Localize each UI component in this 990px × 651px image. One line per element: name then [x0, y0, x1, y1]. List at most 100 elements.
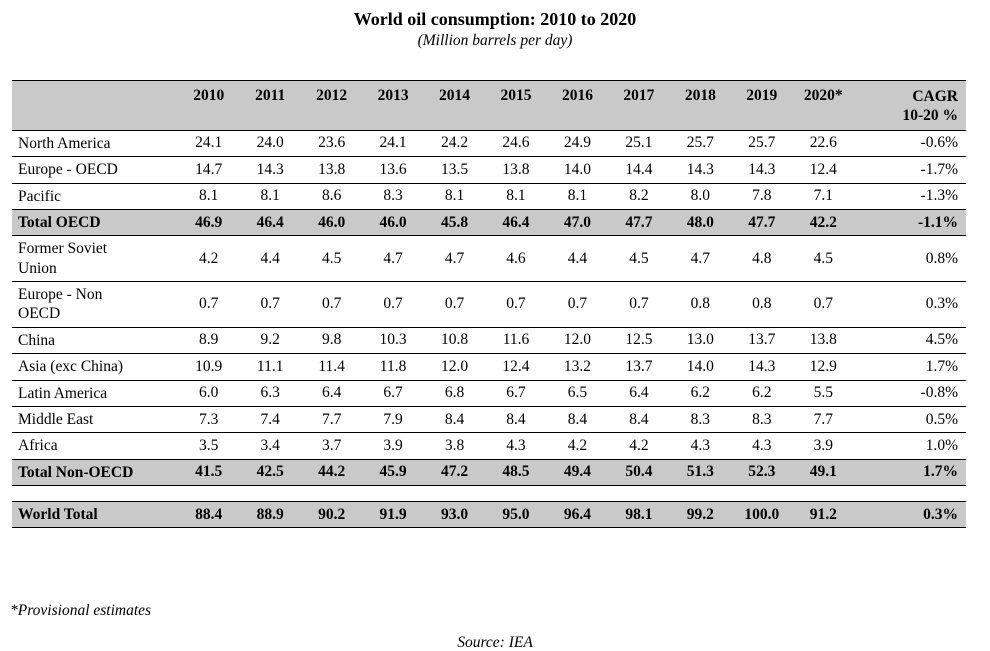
table-row: Europe - Non OECD 0.7 0.7 0.7 0.7 0.7 0.7 0.7 0.…: [12, 281, 966, 328]
table-header: 2010 2011 2012 2013 2014 2015 2016 2017 2018 2019…: [12, 80, 966, 131]
value-cell: 51.3: [669, 459, 732, 487]
value-cell: 49.4: [546, 459, 609, 487]
value-cell: 4.7: [423, 235, 486, 282]
value-cell: 23.6: [300, 130, 363, 158]
table-row: China 8.9 9.2 9.8 10.3 10.8 11.6 12.0 12.5 13.0 13…: [12, 327, 966, 355]
value-cell: 42.5: [239, 459, 301, 487]
value-cell: 3.8: [423, 432, 486, 460]
year-column-header: 2010: [178, 80, 240, 131]
value-cell: 7.7: [792, 406, 854, 434]
row-label: Former Soviet Union: [12, 235, 178, 282]
value-cell: 3.4: [239, 432, 301, 460]
value-cell: 13.7: [731, 327, 793, 355]
value-cell: 9.8: [300, 327, 363, 355]
table-row: Total OECD 46.9 46.4 46.0 46.0 45.8 46.4 47.0 47…: [12, 209, 966, 237]
value-cell: 8.1: [423, 183, 486, 210]
cagr-cell: 1.7%: [854, 353, 966, 381]
value-cell: 46.4: [239, 209, 301, 237]
value-cell: 95.0: [485, 500, 547, 529]
value-cell: 44.2: [300, 459, 363, 487]
value-cell: 10.3: [362, 327, 424, 355]
value-cell: 24.9: [546, 130, 609, 158]
value-cell: 0.7: [485, 281, 547, 328]
value-cell: 8.9: [178, 327, 240, 355]
value-cell: 4.8: [731, 235, 793, 282]
value-cell: 14.3: [731, 156, 793, 184]
table-row: World Total 88.4 88.9 90.2 91.9 93.0 95.0 96.4 9…: [12, 500, 966, 529]
value-cell: 6.5: [546, 380, 609, 407]
value-cell: 90.2: [300, 500, 363, 529]
oil-consumption-table: 2010 2011 2012 2013 2014 2015 2016 2017 2018 2019…: [12, 80, 966, 529]
value-cell: 0.7: [546, 281, 609, 328]
row-label: Middle East: [12, 406, 178, 434]
corner-header: [12, 80, 178, 131]
value-cell: 46.9: [178, 209, 240, 237]
value-cell: 12.4: [485, 353, 547, 381]
row-label: China: [12, 327, 178, 355]
value-cell: 12.0: [546, 327, 609, 355]
value-cell: 45.8: [423, 209, 486, 237]
table-row: Former Soviet Union 4.2 4.4 4.5 4.7 4.7 4.6 4.4…: [12, 235, 966, 282]
value-cell: 4.3: [485, 432, 547, 460]
value-cell: 47.0: [546, 209, 609, 237]
cagr-header-line: CAGR: [912, 88, 958, 105]
value-cell: 10.9: [178, 353, 240, 381]
year-column-header: 2014: [423, 80, 486, 131]
value-cell: 0.7: [792, 281, 854, 328]
value-cell: 14.4: [608, 156, 670, 184]
value-cell: 11.4: [300, 353, 363, 381]
value-cell: 46.0: [362, 209, 424, 237]
value-cell: 4.7: [669, 235, 732, 282]
header-row: 2010 2011 2012 2013 2014 2015 2016 2017 2018 2019…: [12, 80, 966, 131]
document-page: World oil consumption: 2010 to 2020 (Mil…: [0, 9, 990, 651]
value-cell: 5.5: [792, 380, 854, 407]
row-label: Africa: [12, 432, 178, 460]
value-cell: 8.6: [300, 183, 363, 210]
page-title: World oil consumption: 2010 to 2020: [353, 9, 637, 29]
row-label: Europe - Non OECD: [12, 281, 178, 328]
value-cell: 0.7: [608, 281, 670, 328]
value-cell: 7.1: [792, 183, 854, 210]
value-cell: 4.4: [546, 235, 609, 282]
table-row: Pacific 8.1 8.1 8.6 8.3 8.1 8.1 8.1 8.2 8.0 7.8 7.1…: [12, 183, 966, 210]
value-cell: 13.7: [608, 353, 670, 381]
value-cell: 25.7: [731, 130, 793, 158]
value-cell: 4.5: [792, 235, 854, 282]
value-cell: 7.3: [178, 406, 240, 434]
value-cell: 24.6: [485, 130, 547, 158]
year-column-header: 2018: [669, 80, 732, 131]
table-row: North America 24.1 24.0 23.6 24.1 24.2 24.6 24.…: [12, 130, 966, 158]
value-cell: 7.7: [300, 406, 363, 434]
value-cell: 3.9: [362, 432, 424, 460]
cagr-cell: 0.5%: [854, 406, 966, 434]
value-cell: 50.4: [608, 459, 670, 487]
cagr-cell: 0.3%: [854, 500, 966, 529]
value-cell: 14.3: [669, 156, 732, 184]
value-cell: 48.0: [669, 209, 732, 237]
source-caption: Source: IEA: [457, 634, 533, 651]
value-cell: 99.2: [669, 500, 732, 529]
value-cell: 88.4: [178, 500, 240, 529]
value-cell: 14.0: [546, 156, 609, 184]
value-cell: 8.1: [178, 183, 240, 210]
value-cell: 4.2: [178, 235, 240, 282]
table-row: Europe - OECD 14.7 14.3 13.8 13.6 13.5 13.8 14.…: [12, 156, 966, 184]
value-cell: 8.4: [485, 406, 547, 434]
value-cell: 8.3: [731, 406, 793, 434]
value-cell: 0.7: [178, 281, 240, 328]
table-row: Total Non-OECD 41.5 42.5 44.2 45.9 47.2 48.5 49…: [12, 459, 966, 487]
year-column-header: 2019: [731, 80, 793, 131]
value-cell: 47.7: [731, 209, 793, 237]
value-cell: 8.1: [546, 183, 609, 210]
row-label: Europe - OECD: [12, 156, 178, 184]
row-label: North America: [12, 130, 178, 158]
value-cell: 12.5: [608, 327, 670, 355]
value-cell: 6.2: [731, 380, 793, 407]
value-cell: 4.4: [239, 235, 301, 282]
value-cell: 12.0: [423, 353, 486, 381]
table-row: Middle East 7.3 7.4 7.7 7.9 8.4 8.4 8.4 8.4 8.3 8.…: [12, 406, 966, 434]
value-cell: 6.4: [300, 380, 363, 407]
value-cell: 11.8: [362, 353, 424, 381]
value-cell: 14.0: [669, 353, 732, 381]
value-cell: 96.4: [546, 500, 609, 529]
